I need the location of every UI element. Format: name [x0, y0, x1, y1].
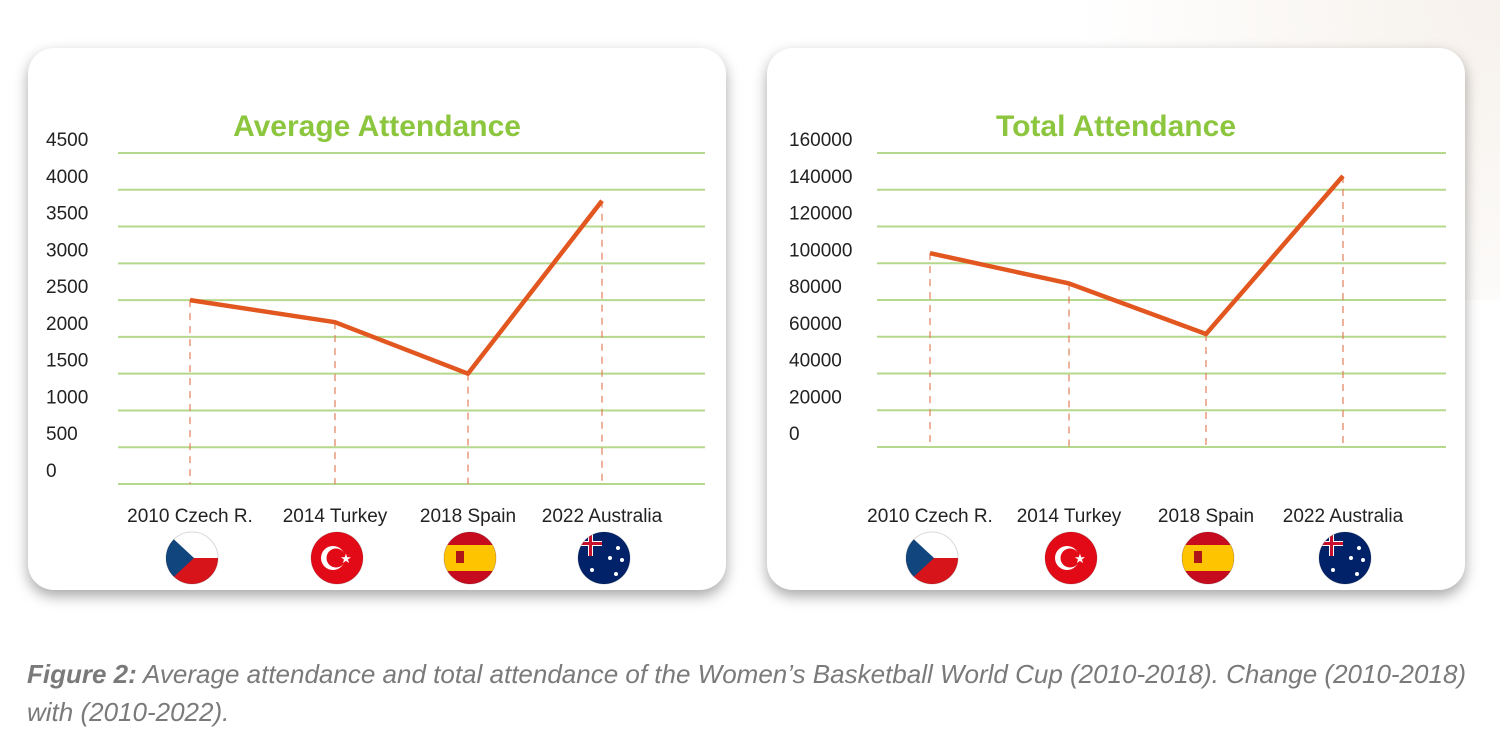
x-tick-label: 2018 Spain — [420, 506, 516, 527]
y-tick-label: 3500 — [46, 204, 88, 225]
flag-body: ★ — [1045, 532, 1097, 584]
y-tick-label: 60000 — [789, 314, 842, 335]
flag-star: ★ — [340, 551, 352, 566]
x-tick-label: 2014 Turkey — [1017, 506, 1122, 527]
y-tick-label: 4000 — [46, 167, 88, 188]
flag-body — [1319, 532, 1371, 584]
australia-flag-icon — [1318, 531, 1372, 585]
y-tick-label: 3000 — [46, 240, 88, 261]
flag-body: ★ — [311, 532, 363, 584]
figure-caption: Figure 2: Average attendance and total a… — [27, 655, 1487, 731]
flag-emblem — [456, 551, 464, 563]
x-tick-label: 2022 Australia — [542, 506, 663, 527]
flag-star — [1361, 558, 1365, 562]
x-tick-label: 2010 Czech R. — [867, 506, 993, 527]
total-attendance-card: Total Attendance 0 20000 40000 60000 80000 10… — [767, 48, 1465, 590]
y-tick-label: 1500 — [46, 351, 88, 372]
australia-flag-icon — [577, 531, 631, 585]
y-tick-label: 1000 — [46, 387, 88, 408]
y-tick-label: 140000 — [789, 167, 852, 188]
flag-star — [1355, 572, 1359, 576]
series-line — [929, 174, 1345, 337]
flag-star — [1357, 546, 1361, 550]
flag-union-v-red — [1330, 532, 1333, 556]
flag-body — [578, 532, 630, 584]
x-tick-label: 2014 Turkey — [283, 506, 388, 527]
flag-rim — [310, 531, 364, 585]
flag-emblem — [1194, 551, 1202, 563]
flag-star — [590, 568, 594, 572]
flag-body — [1182, 532, 1234, 584]
flag-star — [616, 546, 620, 550]
total-attendance-chart: 0 20000 40000 60000 80000 100000 120000 140000 1… — [789, 130, 1446, 585]
flag-crescent-inner — [1060, 548, 1080, 568]
flag-yellow — [444, 545, 496, 571]
caption-text: Average attendance and total attendance … — [27, 659, 1467, 727]
turkey-flag-icon: ★ — [310, 531, 364, 585]
average-attendance-chart: 0 500 1000 1500 2000 2500 3000 3500 4000 4500 2010… — [46, 130, 705, 585]
flag-rim — [905, 531, 959, 585]
y-tick-label: 2500 — [46, 277, 88, 298]
chart-title: Total Attendance — [995, 110, 1236, 143]
y-tick-label: 500 — [46, 424, 78, 445]
flag-star — [620, 558, 624, 562]
y-tick-label: 20000 — [789, 387, 842, 408]
spain-flag-icon — [443, 531, 497, 585]
flag-rim — [1044, 531, 1098, 585]
flag-union-v-red — [589, 532, 592, 556]
x-tick-label: 2018 Spain — [1158, 506, 1254, 527]
flag-star — [1331, 568, 1335, 572]
average-attendance-card: Average Attendance 0 500 1000 1500 2000 2500 3… — [28, 48, 726, 590]
czech-flag-icon — [165, 531, 219, 585]
flag-star: ★ — [1074, 551, 1086, 566]
y-tick-label: 0 — [46, 461, 57, 482]
flag-triangle — [166, 532, 194, 584]
flag-blue — [1319, 532, 1371, 584]
flag-rim — [1318, 531, 1372, 585]
y-tick-label: 80000 — [789, 277, 842, 298]
flag-crescent-inner — [326, 548, 346, 568]
turkey-flag-icon: ★ — [1044, 531, 1098, 585]
y-tick-label: 40000 — [789, 351, 842, 372]
y-tick-label: 0 — [789, 424, 800, 445]
flag-triangle — [906, 532, 934, 584]
y-tick-label: 120000 — [789, 204, 852, 225]
flag-rim — [1181, 531, 1235, 585]
flag-star — [608, 556, 612, 560]
flag-blue — [578, 532, 630, 584]
chart-title: Average Attendance — [233, 110, 521, 143]
flag-rim — [443, 531, 497, 585]
spain-flag-icon — [1181, 531, 1235, 585]
flag-rim — [577, 531, 631, 585]
y-tick-label: 4500 — [46, 130, 88, 151]
y-tick-label: 100000 — [789, 240, 852, 261]
flag-star — [614, 572, 618, 576]
flag-yellow — [1182, 545, 1234, 571]
czech-flag-icon — [905, 531, 959, 585]
y-tick-label: 160000 — [789, 130, 852, 151]
y-tick-label: 2000 — [46, 314, 88, 335]
x-tick-label: 2010 Czech R. — [127, 506, 253, 527]
flag-body — [444, 532, 496, 584]
flag-rim — [165, 531, 219, 585]
series-line — [189, 199, 604, 376]
flag-star — [1349, 556, 1353, 560]
x-tick-label: 2022 Australia — [1283, 506, 1404, 527]
caption-label: Figure 2: — [27, 659, 137, 689]
